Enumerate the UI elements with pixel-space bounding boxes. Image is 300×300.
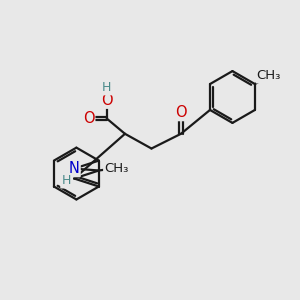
Text: H: H: [61, 175, 70, 188]
Text: H: H: [102, 81, 111, 94]
Text: O: O: [101, 93, 112, 108]
Text: CH₃: CH₃: [104, 162, 128, 175]
Text: O: O: [175, 105, 187, 120]
Text: CH₃: CH₃: [257, 69, 281, 82]
Text: N: N: [69, 161, 80, 176]
Text: O: O: [82, 111, 94, 126]
